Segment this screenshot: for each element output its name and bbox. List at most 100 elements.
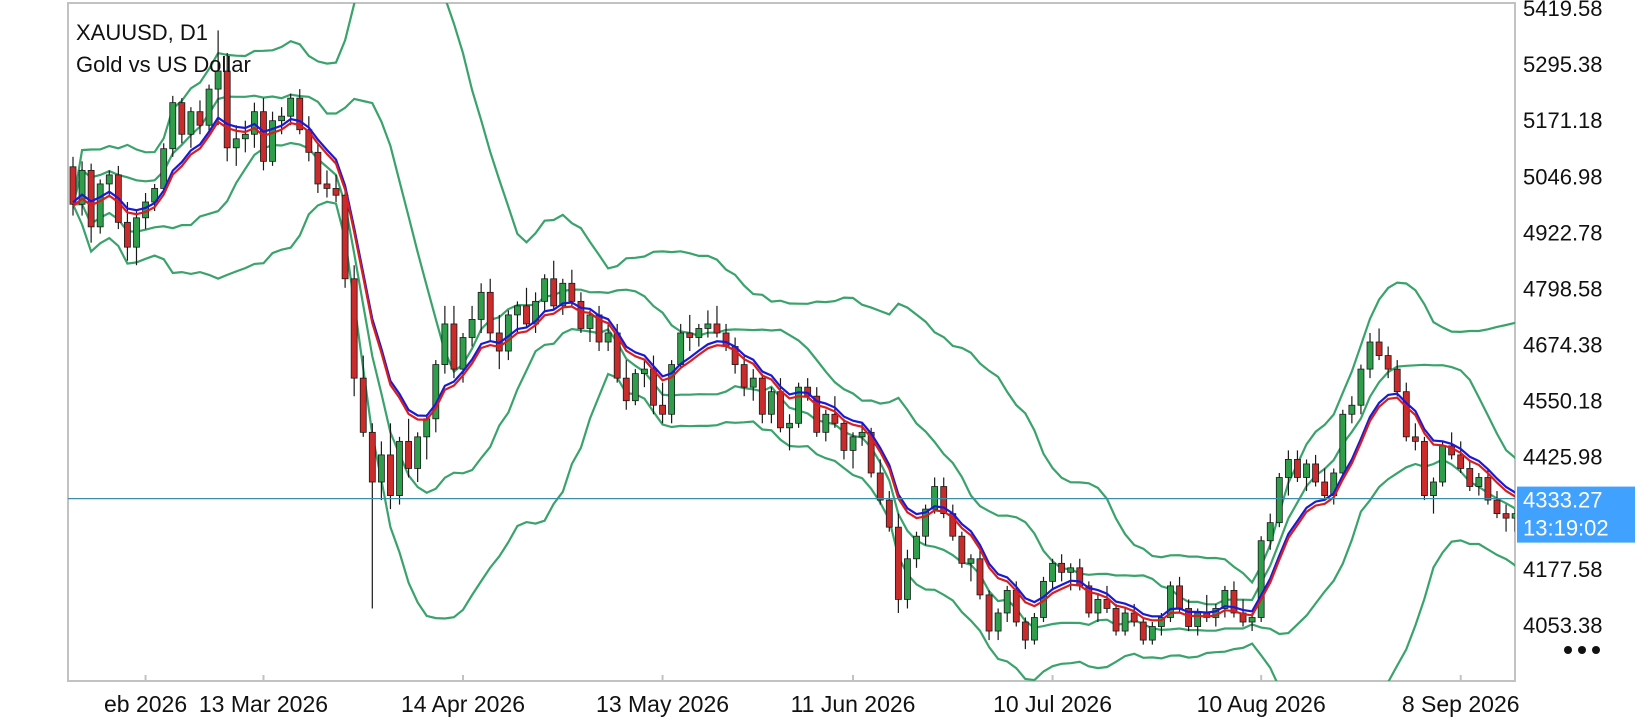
candle-body — [677, 332, 685, 365]
candle-body — [1049, 562, 1056, 582]
candle-body — [1348, 404, 1356, 415]
candle — [1502, 504, 1510, 532]
date-axis[interactable]: eb 2026 13 Mar 2026 14 Apr 2026 13 May 2026… — [104, 675, 1520, 717]
candle — [178, 98, 186, 144]
candle-body — [1303, 463, 1310, 478]
candle — [795, 382, 802, 428]
candle — [822, 409, 830, 442]
candle-body — [913, 535, 920, 560]
candle — [1257, 536, 1265, 623]
price-tick-label: 4922.78 — [1523, 220, 1603, 245]
candle-body — [940, 486, 948, 515]
candle-body — [1248, 617, 1256, 623]
candle — [387, 423, 394, 510]
candle-body — [931, 486, 939, 510]
candle — [468, 305, 476, 347]
candle-body — [232, 138, 240, 149]
candle — [749, 369, 757, 401]
candle — [1303, 459, 1310, 492]
candle-body — [1266, 522, 1274, 542]
candle — [1357, 364, 1365, 415]
candle — [586, 310, 594, 343]
candle — [305, 116, 313, 162]
candle-body — [1158, 617, 1165, 627]
candle-body — [1031, 617, 1038, 641]
candle — [169, 95, 177, 157]
candle-body — [1103, 599, 1111, 609]
candle — [477, 283, 485, 333]
candle — [713, 305, 721, 338]
date-tick-label: 13 Mar 2026 — [199, 691, 328, 717]
price-axis[interactable]: 5419.58 5295.38 5171.18 5046.98 4922.78 4798.… — [1523, 0, 1603, 638]
candle-countdown-label: 13:19:02 — [1523, 516, 1609, 541]
candle — [885, 491, 893, 532]
candle — [813, 387, 821, 437]
price-tick-label: 4674.38 — [1523, 333, 1603, 358]
candle-body — [1493, 499, 1501, 515]
candle-body — [1275, 477, 1283, 524]
bollinger-upper-outer — [71, 3, 1515, 585]
candle-body — [1475, 477, 1483, 487]
date-tick-label: 10 Jul 2026 — [993, 691, 1112, 717]
candle — [1203, 594, 1211, 623]
candle-body — [486, 291, 494, 334]
price-tick-label: 4053.38 — [1523, 613, 1603, 638]
candle — [1321, 468, 1329, 501]
candle-body — [786, 422, 793, 429]
candle-body — [1312, 463, 1319, 483]
candle-body — [541, 278, 549, 302]
candle — [414, 432, 422, 483]
bollinger-lower-outer — [71, 200, 1515, 681]
bollinger-upper-inner — [71, 93, 1515, 606]
candle-body — [241, 133, 249, 140]
candle-body — [377, 454, 385, 483]
candle-body — [967, 558, 975, 564]
date-tick-label: 11 Jun 2026 — [791, 691, 916, 717]
candle — [1430, 477, 1437, 514]
candle-body — [686, 332, 694, 338]
candle — [668, 360, 676, 424]
symbol-label: XAUUSD, D1 — [76, 20, 208, 45]
candle-body — [504, 314, 512, 352]
candle-body — [985, 594, 993, 632]
candle — [441, 305, 449, 374]
price-tick-label: 4798.58 — [1523, 276, 1603, 301]
candle-body — [1067, 567, 1075, 573]
candle — [323, 170, 331, 198]
candle-body — [777, 391, 784, 429]
candle-body — [1176, 585, 1183, 609]
candle — [550, 260, 558, 311]
candle-body — [1466, 468, 1474, 487]
candle-body — [359, 377, 367, 433]
candle-body — [1421, 440, 1428, 496]
candle — [958, 531, 966, 568]
date-tick-label: 10 Aug 2026 — [1197, 691, 1326, 717]
candle — [1493, 491, 1501, 519]
candle-body — [568, 282, 576, 302]
candle — [368, 423, 376, 609]
candle — [1139, 617, 1147, 645]
bollinger-bands — [71, 3, 1515, 681]
candle-body — [169, 102, 177, 150]
more-dots-icon[interactable] — [1564, 646, 1600, 654]
candle — [1103, 585, 1111, 613]
candle-body — [641, 368, 648, 375]
date-tick-label: 14 Apr 2026 — [401, 691, 525, 717]
candle — [350, 265, 358, 397]
candle — [967, 554, 975, 582]
candle-body — [1375, 341, 1383, 356]
candle — [904, 549, 911, 609]
candle-body — [1393, 368, 1401, 393]
candle — [405, 418, 412, 478]
candle-body — [1294, 459, 1301, 478]
candle-body — [976, 558, 984, 596]
candle-body — [704, 323, 712, 329]
candle — [1021, 617, 1029, 650]
candle-body — [831, 413, 839, 424]
candle — [876, 459, 884, 505]
candle — [341, 188, 349, 288]
candle-body — [749, 377, 757, 388]
candle-body — [1511, 513, 1515, 519]
candle — [740, 355, 748, 397]
